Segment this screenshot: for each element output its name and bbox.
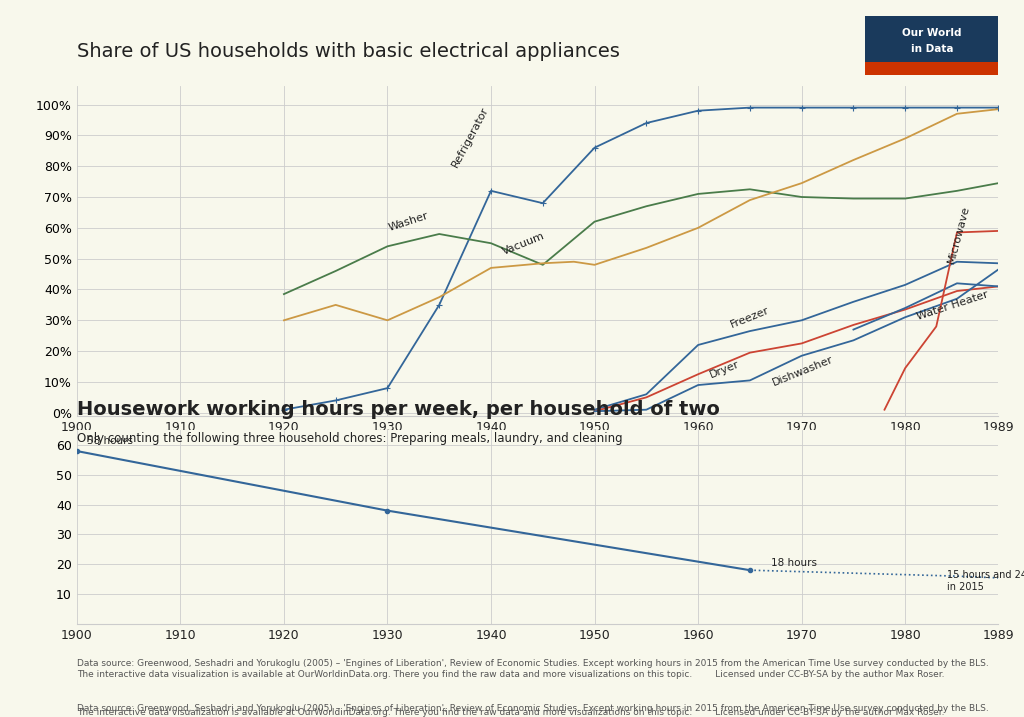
Text: Only counting the following three household chores: Preparing meals, laundry, an: Only counting the following three househ… bbox=[77, 432, 623, 445]
Text: Microwave: Microwave bbox=[946, 205, 972, 265]
Text: The interactive data visualization is available at OurWorldinData.org. There you: The interactive data visualization is av… bbox=[77, 670, 944, 679]
Text: 18 hours: 18 hours bbox=[771, 558, 816, 568]
Text: Refrigerator: Refrigerator bbox=[450, 105, 489, 169]
Text: 15 hours and 24 minutes
in 2015: 15 hours and 24 minutes in 2015 bbox=[946, 570, 1024, 592]
Text: Share of US households with basic electrical appliances: Share of US households with basic electr… bbox=[77, 42, 620, 61]
Text: Data source: Greenwood, Seshadri and Yorukoglu (2005) – 'Engines of Liberation',: Data source: Greenwood, Seshadri and Yor… bbox=[77, 704, 988, 713]
Text: Vacuum: Vacuum bbox=[502, 231, 547, 257]
FancyBboxPatch shape bbox=[865, 16, 998, 75]
Text: Washer: Washer bbox=[387, 210, 430, 232]
Text: Data source: Greenwood, Seshadri and Yorukoglu (2005) – 'Engines of Liberation',: Data source: Greenwood, Seshadri and Yor… bbox=[77, 659, 988, 668]
Text: Housework working hours per week, per household of two: Housework working hours per week, per ho… bbox=[77, 401, 720, 419]
Text: Water Heater: Water Heater bbox=[915, 290, 989, 322]
Text: in Data: in Data bbox=[910, 44, 953, 54]
FancyBboxPatch shape bbox=[865, 62, 998, 75]
Text: Our World: Our World bbox=[902, 28, 962, 38]
Text: Dryer: Dryer bbox=[709, 359, 741, 381]
Text: Dishwasher: Dishwasher bbox=[771, 354, 835, 387]
Text: The interactive data visualization is available at OurWorldinData.org. There you: The interactive data visualization is av… bbox=[77, 708, 944, 717]
Text: Freezer: Freezer bbox=[729, 305, 771, 330]
Text: 58 hours: 58 hours bbox=[87, 436, 133, 445]
